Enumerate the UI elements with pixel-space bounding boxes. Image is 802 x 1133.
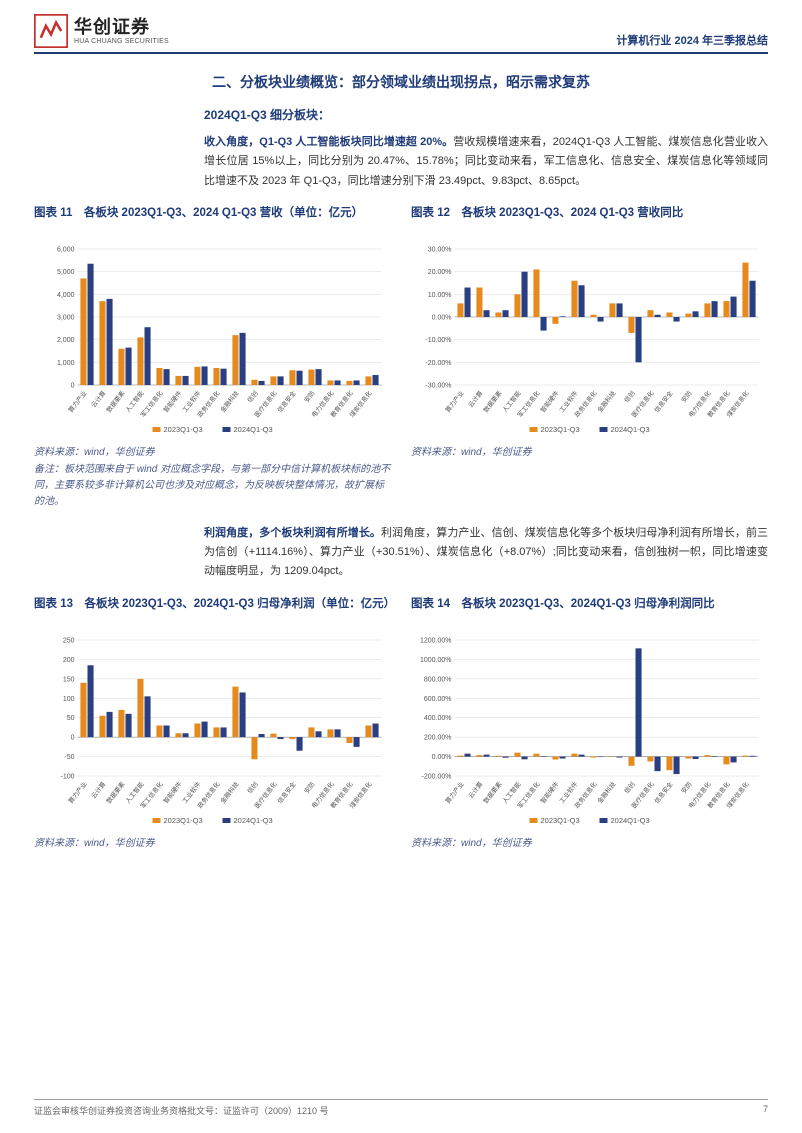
svg-text:信创: 信创 [622, 779, 637, 794]
svg-text:-50: -50 [64, 754, 74, 761]
svg-text:-30.00%: -30.00% [425, 382, 451, 389]
svg-text:30.00%: 30.00% [428, 246, 452, 253]
page-header: 华创证券 HUA CHUANG SECURITIES 计算机行业 2024 年三… [34, 14, 768, 54]
svg-text:智能硬件: 智能硬件 [538, 779, 561, 804]
svg-text:算力产业: 算力产业 [66, 388, 89, 413]
para1-lead: 收入角度，Q1-Q3 人工智能板块同比增速超 20%。 [204, 136, 453, 148]
svg-text:算力产业: 算力产业 [66, 779, 89, 804]
svg-text:智能硬件: 智能硬件 [161, 388, 184, 413]
svg-text:400.00%: 400.00% [424, 715, 452, 722]
chart13-source: 资料来源：wind，华创证券 [34, 834, 391, 849]
paragraph-revenue: 收入角度，Q1-Q3 人工智能板块同比增速超 20%。营收规模增速来看，2024… [204, 133, 768, 191]
svg-text:600.00%: 600.00% [424, 695, 452, 702]
logo: 华创证券 HUA CHUANG SECURITIES [34, 14, 169, 48]
svg-text:1200.00%: 1200.00% [420, 637, 452, 644]
svg-text:200.00%: 200.00% [424, 734, 452, 741]
svg-text:算力产业: 算力产业 [443, 779, 466, 804]
svg-text:150: 150 [63, 676, 75, 683]
svg-text:金融科技: 金融科技 [595, 779, 618, 805]
chart11-source: 资料来源：wind，华创证券 [34, 443, 391, 458]
svg-text:2024Q1-Q3: 2024Q1-Q3 [611, 816, 650, 825]
svg-text:2024Q1-Q3: 2024Q1-Q3 [611, 425, 650, 434]
subsection-heading: 2024Q1-Q3 细分板块： [204, 106, 768, 123]
svg-text:200: 200 [63, 656, 75, 663]
chart11-note: 备注：板块范围来自于 wind 对应概念字段，与第一部分中信计算机板块标的池不同… [34, 462, 391, 510]
chart11: 0 1,000 2,000 3,000 4,000 5,000 6,000 算力产业云计算数据… [34, 241, 391, 441]
svg-text:250: 250 [63, 637, 75, 644]
svg-text:2,000: 2,000 [57, 337, 75, 344]
svg-text:4,000: 4,000 [57, 292, 75, 299]
svg-text:信息安全: 信息安全 [652, 779, 675, 805]
svg-text:-100: -100 [60, 773, 74, 780]
svg-text:信息安全: 信息安全 [275, 779, 298, 805]
svg-text:智能硬件: 智能硬件 [161, 779, 184, 804]
svg-text:3,000: 3,000 [57, 314, 75, 321]
page-footer: 证监会审核华创证券投资咨询业务资格批文号：证监许可（2009）1210 号 7 [34, 1099, 768, 1117]
svg-text:数据要素: 数据要素 [481, 388, 504, 413]
svg-text:数据要素: 数据要素 [104, 779, 127, 804]
svg-text:-200.00%: -200.00% [422, 773, 452, 780]
svg-text:安防: 安防 [679, 388, 694, 403]
svg-text:智能硬件: 智能硬件 [538, 388, 561, 413]
logo-text-cn: 华创证券 [74, 18, 169, 36]
svg-text:信息安全: 信息安全 [275, 388, 298, 414]
svg-text:2023Q1-Q3: 2023Q1-Q3 [541, 425, 580, 434]
svg-text:信创: 信创 [245, 779, 260, 794]
svg-text:2023Q1-Q3: 2023Q1-Q3 [164, 816, 203, 825]
svg-text:信息安全: 信息安全 [652, 388, 675, 414]
chart12: -30.00% -20.00% -10.00% 0.00% 10.00% 20.00% 30… [411, 241, 768, 441]
chart14-source: 资料来源：wind，华创证券 [411, 834, 768, 849]
svg-text:数据要素: 数据要素 [481, 779, 504, 804]
svg-text:1000.00%: 1000.00% [420, 656, 452, 663]
chart11-title: 图表 11 各板块 2023Q1-Q3、2024 Q1-Q3 营收（单位：亿元） [34, 205, 391, 241]
svg-text:0: 0 [71, 382, 75, 389]
svg-text:金融科技: 金融科技 [218, 779, 241, 805]
footer-license: 证监会审核华创证券投资咨询业务资格批文号：证监许可（2009）1210 号 [34, 1104, 329, 1117]
section-heading: 二、分板块业绩概览：部分领域业绩出现拐点，昭示需求复苏 [34, 72, 768, 92]
svg-text:-10.00%: -10.00% [425, 337, 451, 344]
svg-text:-20.00%: -20.00% [425, 360, 451, 367]
para2-lead: 利润角度，多个板块利润有所增长。 [204, 527, 381, 539]
paragraph-profit: 利润角度，多个板块利润有所增长。利润角度，算力产业、信创、煤炭信息化等多个板块归… [204, 524, 768, 582]
svg-text:2023Q1-Q3: 2023Q1-Q3 [541, 816, 580, 825]
chart12-title: 图表 12 各板块 2023Q1-Q3、2024 Q1-Q3 营收同比 [411, 205, 768, 241]
svg-text:金融科技: 金融科技 [595, 388, 618, 414]
svg-text:50: 50 [67, 715, 75, 722]
svg-text:云计算: 云计算 [466, 388, 485, 408]
svg-text:云计算: 云计算 [89, 388, 108, 408]
svg-text:800.00%: 800.00% [424, 676, 452, 683]
header-doc-title: 计算机行业 2024 年三季报总结 [616, 32, 768, 48]
svg-text:100: 100 [63, 695, 75, 702]
svg-text:云计算: 云计算 [89, 779, 108, 799]
chart12-source: 资料来源：wind，华创证券 [411, 443, 768, 458]
svg-text:2024Q1-Q3: 2024Q1-Q3 [234, 425, 273, 434]
svg-text:云计算: 云计算 [466, 779, 485, 799]
svg-text:20.00%: 20.00% [428, 269, 452, 276]
svg-text:5,000: 5,000 [57, 269, 75, 276]
chart13: -100-50050100150200250算力产业云计算数据要素人工智能军工信… [34, 632, 391, 832]
svg-text:信创: 信创 [622, 388, 637, 403]
svg-text:安防: 安防 [679, 779, 694, 794]
svg-text:2023Q1-Q3: 2023Q1-Q3 [164, 425, 203, 434]
svg-text:安防: 安防 [302, 779, 317, 794]
svg-text:10.00%: 10.00% [428, 292, 452, 299]
svg-text:信创: 信创 [245, 388, 260, 403]
chart14: -200.00% 0.00% 200.00% 400.00% 600.00% 800.00… [411, 632, 768, 832]
svg-text:金融科技: 金融科技 [218, 388, 241, 414]
footer-page-number: 7 [763, 1104, 768, 1117]
svg-text:2024Q1-Q3: 2024Q1-Q3 [234, 816, 273, 825]
logo-text-en: HUA CHUANG SECURITIES [74, 38, 169, 45]
svg-text:算力产业: 算力产业 [443, 388, 466, 413]
svg-text:1,000: 1,000 [57, 360, 75, 367]
svg-text:0: 0 [71, 734, 75, 741]
chart14-title: 图表 14 各板块 2023Q1-Q3、2024Q1-Q3 归母净利润同比 [411, 596, 768, 632]
svg-text:数据要素: 数据要素 [104, 388, 127, 413]
chart13-title: 图表 13 各板块 2023Q1-Q3、2024Q1-Q3 归母净利润（单位：亿… [34, 596, 391, 632]
svg-text:安防: 安防 [302, 388, 317, 403]
svg-text:6,000: 6,000 [57, 246, 75, 253]
logo-icon [34, 14, 68, 48]
svg-text:0.00%: 0.00% [432, 754, 452, 761]
svg-text:0.00%: 0.00% [432, 314, 452, 321]
